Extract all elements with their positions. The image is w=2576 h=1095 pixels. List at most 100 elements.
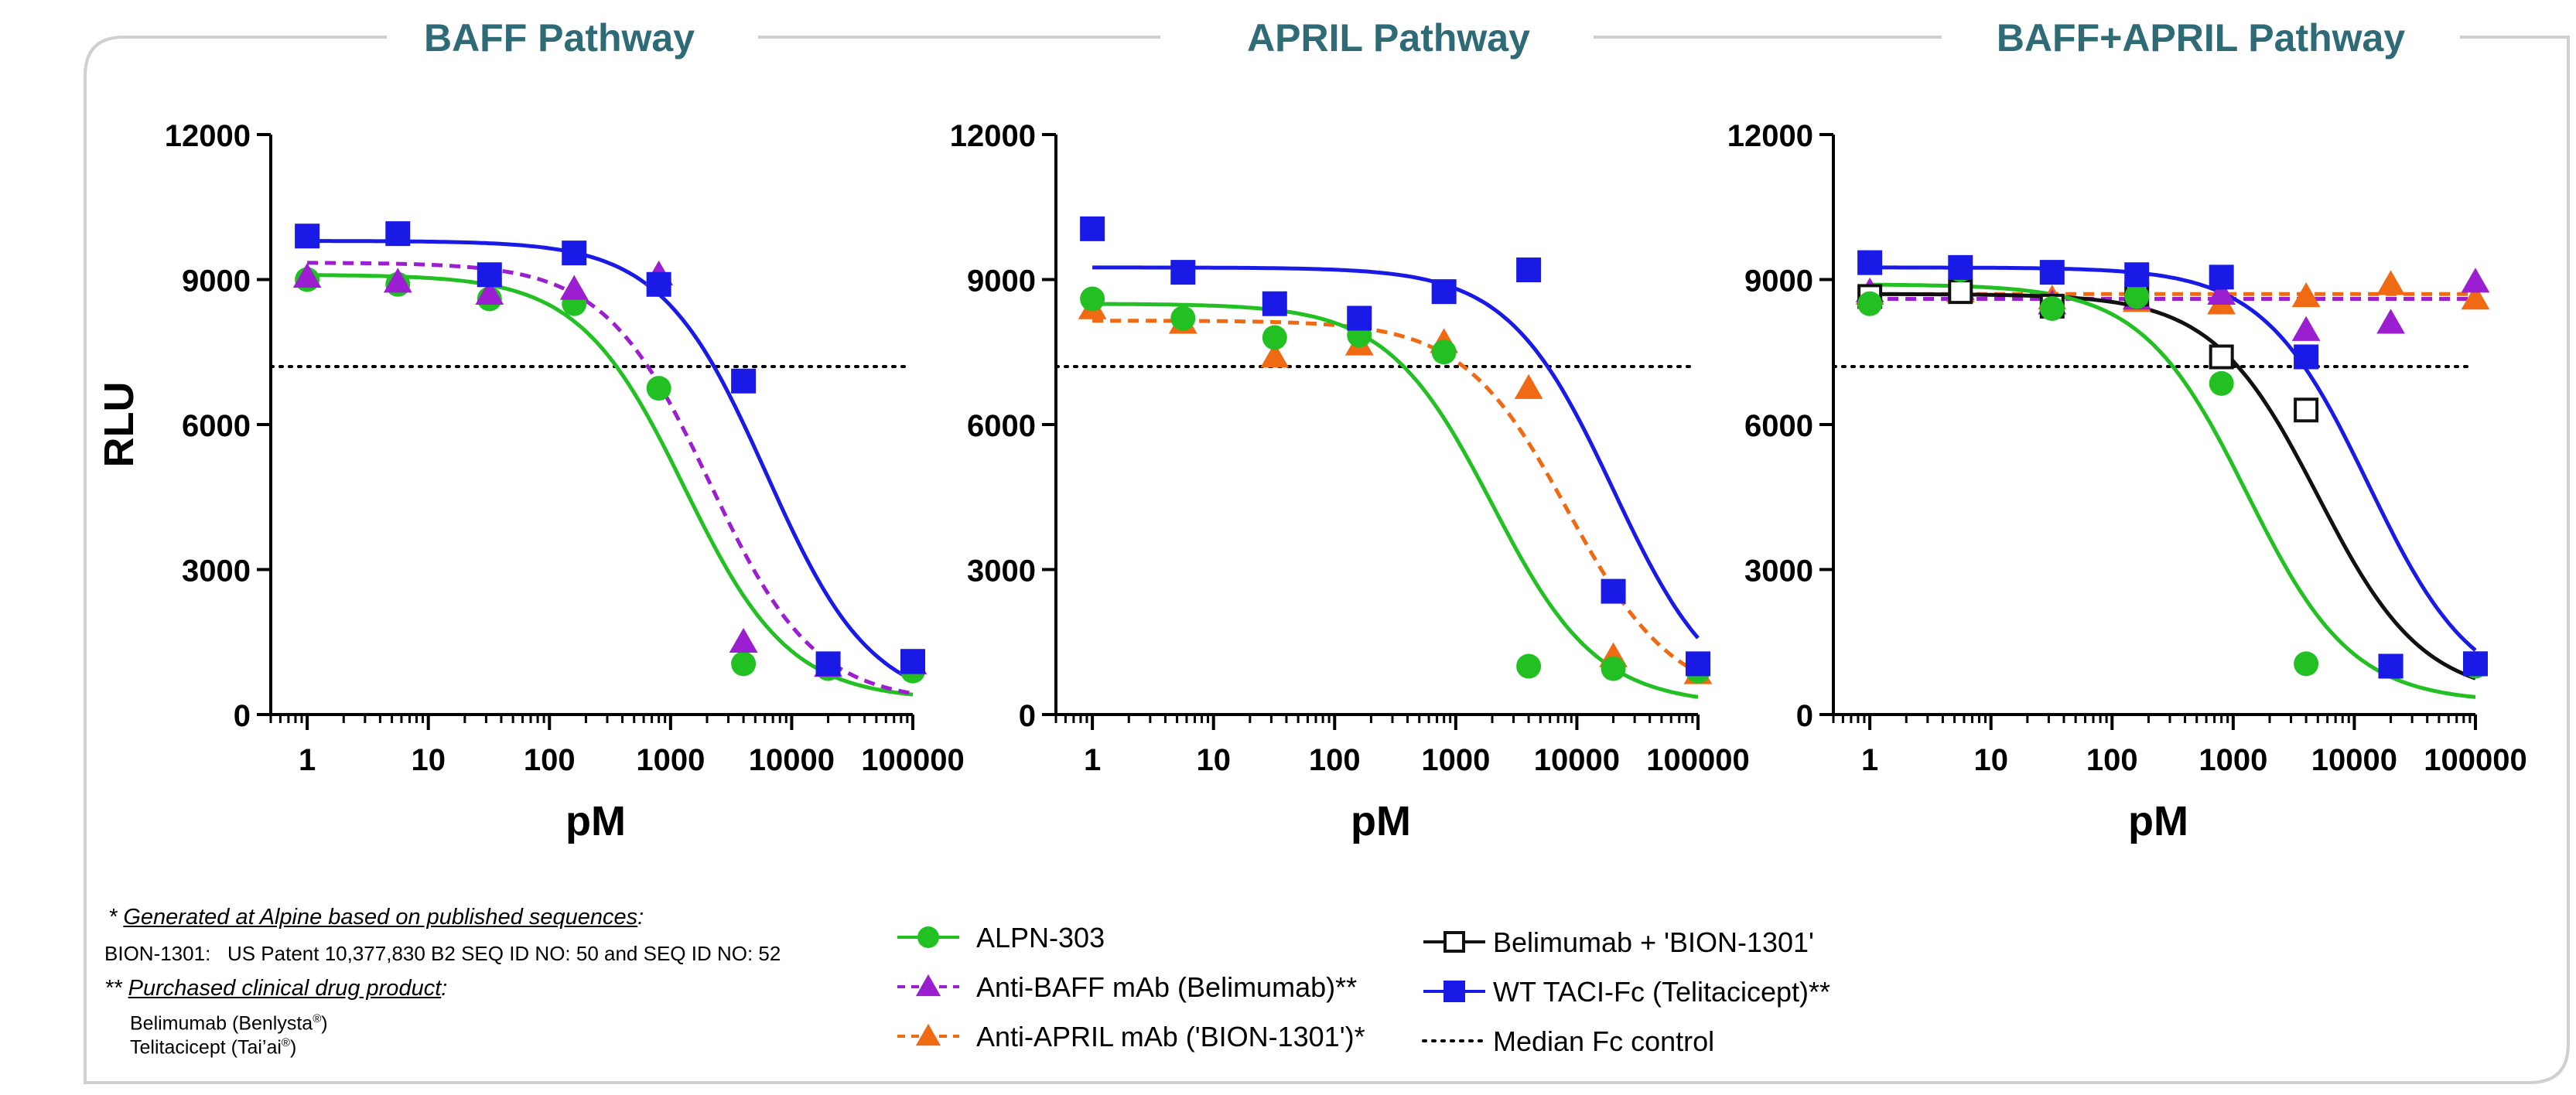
x-tick-label: 1 <box>1084 743 1101 777</box>
data-point-wt-taci-fc-telitacicept <box>295 223 320 249</box>
data-point-wt-taci-fc-telitacicept <box>1948 254 1973 280</box>
data-point-wt-taci-fc-telitacicept <box>2039 260 2065 285</box>
data-point-alpn-303 <box>1431 339 1457 365</box>
chart-title: BAFF Pathway <box>424 16 695 60</box>
chart-title: APRIL Pathway <box>1247 16 1530 60</box>
data-point-wt-taci-fc-telitacicept <box>1170 260 1196 285</box>
y-tick-label: 3000 <box>967 554 1036 588</box>
data-point-wt-taci-fc-telitacicept <box>562 240 587 266</box>
footnote-star2-text: Purchased clinical drug product <box>128 976 442 1001</box>
fit-curve-alpn-303 <box>307 273 914 697</box>
x-tick-label: 100 <box>2086 743 2138 777</box>
legend-label-belimumab-bion-1301: Belimumab + 'BION-1301' <box>1493 926 1814 958</box>
data-point-anti-baff-mab-belimumab <box>2291 316 2321 341</box>
legend-marker-anti-april-mab-bion-1301 <box>915 1023 941 1046</box>
x-tick-label: 1 <box>299 743 316 777</box>
footnote-star2: ** Purchased clinical drug product: <box>104 976 447 1001</box>
data-point-wt-taci-fc-telitacicept <box>2378 653 2403 679</box>
data-point-wt-taci-fc-telitacicept <box>900 649 925 674</box>
x-tick-label: 100 <box>1309 743 1361 777</box>
x-tick-label: 10000 <box>1534 743 1620 777</box>
legend-marker-alpn-303 <box>917 926 939 948</box>
data-point-wt-taci-fc-telitacicept <box>1601 578 1626 604</box>
data-point-anti-april-mab-bion-1301 <box>1260 343 1290 368</box>
data-point-anti-april-mab-bion-1301 <box>2461 285 2490 310</box>
legend-label-anti-baff-mab-belimumab: Anti-BAFF mAb (Belimumab)** <box>976 971 1357 1003</box>
x-tick-label: 10000 <box>2311 743 2397 777</box>
x-tick-label: 10 <box>1973 743 2008 777</box>
data-point-alpn-303 <box>646 376 671 401</box>
chart-panel-baff-april-pathway: BAFF+APRIL Pathway 0 3000 6000 9000 12000 1 10 1… <box>1727 16 2527 844</box>
figure-frame <box>84 36 2570 1084</box>
footnote-bion: BION-1301: US Patent 10,377,830 B2 SEQ I… <box>104 942 781 965</box>
footnote-belimumab-text: Belimumab (Benlysta <box>130 1012 313 1035</box>
y-tick-label: 3000 <box>1744 554 1813 588</box>
fit-curve-anti-april-mab-bion-1301 <box>1092 319 1700 674</box>
fit-curve-alpn-303 <box>1870 282 2476 699</box>
legend-marker-belimumab-bion-1301 <box>1443 931 1465 953</box>
x-tick-label: 100000 <box>861 743 964 777</box>
y-tick-label: 9000 <box>967 264 1036 298</box>
legend-marker-anti-baff-mab-belimumab <box>915 974 941 997</box>
data-point-alpn-303 <box>2209 370 2234 396</box>
x-tick-label: 10 <box>411 743 446 777</box>
x-tick-label: 1 <box>1861 743 1878 777</box>
footnote-star2-prefix: ** <box>104 976 128 1001</box>
x-axis-label: pM <box>2128 798 2188 844</box>
footnote-telitacicept: Telitacicept (Tai’ai®) <box>130 1036 296 1059</box>
y-tick-label: 0 <box>1796 699 1813 733</box>
data-point-alpn-303 <box>2294 651 2319 677</box>
data-point-wt-taci-fc-telitacicept <box>731 368 757 394</box>
data-point-anti-baff-mab-belimumab <box>475 279 504 305</box>
x-tick-label: 1000 <box>2198 743 2267 777</box>
x-tick-label: 10000 <box>749 743 835 777</box>
data-point-alpn-303 <box>2124 284 2150 309</box>
y-tick-label: 12000 <box>1727 119 1813 153</box>
data-point-anti-april-mab-bion-1301 <box>2376 270 2405 295</box>
y-tick-label: 6000 <box>182 409 251 443</box>
y-tick-label: 9000 <box>182 264 251 298</box>
chart-panel-baff-pathway: BAFF Pathway 0 3000 6000 9000 12000 1 10 100 1000… <box>96 16 965 844</box>
fit-curve-anti-baff-mab-belimumab <box>307 261 914 696</box>
data-point-wt-taci-fc-telitacicept <box>385 221 411 247</box>
x-tick-label: 1000 <box>1421 743 1490 777</box>
fit-curve-wt-taci-fc-telitacicept <box>307 239 914 682</box>
data-point-alpn-303 <box>1170 305 1196 331</box>
legend-marker-wt-taci-fc-telitacicept <box>1443 981 1465 1002</box>
data-point-alpn-303 <box>1857 291 1883 316</box>
data-point-alpn-303 <box>1262 325 1287 350</box>
y-axis-label: RLU <box>96 382 142 468</box>
x-tick-label: 100000 <box>1646 743 1749 777</box>
data-point-belimumab-bion-1301 <box>1948 279 1973 305</box>
data-point-wt-taci-fc-telitacicept <box>1857 250 1883 275</box>
data-point-wt-taci-fc-telitacicept <box>1347 305 1372 331</box>
y-tick-label: 6000 <box>1744 409 1813 443</box>
data-point-wt-taci-fc-telitacicept <box>2209 264 2234 290</box>
data-point-belimumab-bion-1301 <box>2209 344 2234 370</box>
x-axis-label: pM <box>1351 798 1411 844</box>
data-point-anti-baff-mab-belimumab <box>2207 279 2236 305</box>
y-tick-label: 12000 <box>165 119 251 153</box>
legend-label-wt-taci-fc-telitacicept: WT TACI-Fc (Telitacicept)** <box>1493 976 1830 1008</box>
footnote-close-paren: ) <box>321 1012 328 1035</box>
footnote-star1: * Generated at Alpine based on published… <box>108 905 644 930</box>
data-point-anti-baff-mab-belimumab <box>559 275 589 300</box>
data-point-alpn-303 <box>1601 656 1626 681</box>
registered-mark: ® <box>281 1036 290 1049</box>
data-point-wt-taci-fc-telitacicept <box>815 651 841 677</box>
y-tick-label: 9000 <box>1744 264 1813 298</box>
fit-curve-belimumab-bion-1301 <box>1870 292 2476 681</box>
y-tick-label: 6000 <box>967 409 1036 443</box>
data-point-alpn-303 <box>2039 296 2065 321</box>
data-point-anti-april-mab-bion-1301 <box>2291 281 2321 308</box>
data-point-belimumab-bion-1301 <box>2294 397 2319 423</box>
data-point-alpn-303 <box>731 651 757 677</box>
data-point-anti-baff-mab-belimumab <box>2461 268 2490 293</box>
data-point-alpn-303 <box>1516 653 1542 679</box>
data-point-anti-baff-mab-belimumab <box>292 262 322 288</box>
y-tick-label: 0 <box>234 699 251 733</box>
y-tick-label: 0 <box>1019 699 1036 733</box>
footnote-star2-suffix: : <box>441 976 448 1001</box>
x-tick-label: 10 <box>1196 743 1231 777</box>
